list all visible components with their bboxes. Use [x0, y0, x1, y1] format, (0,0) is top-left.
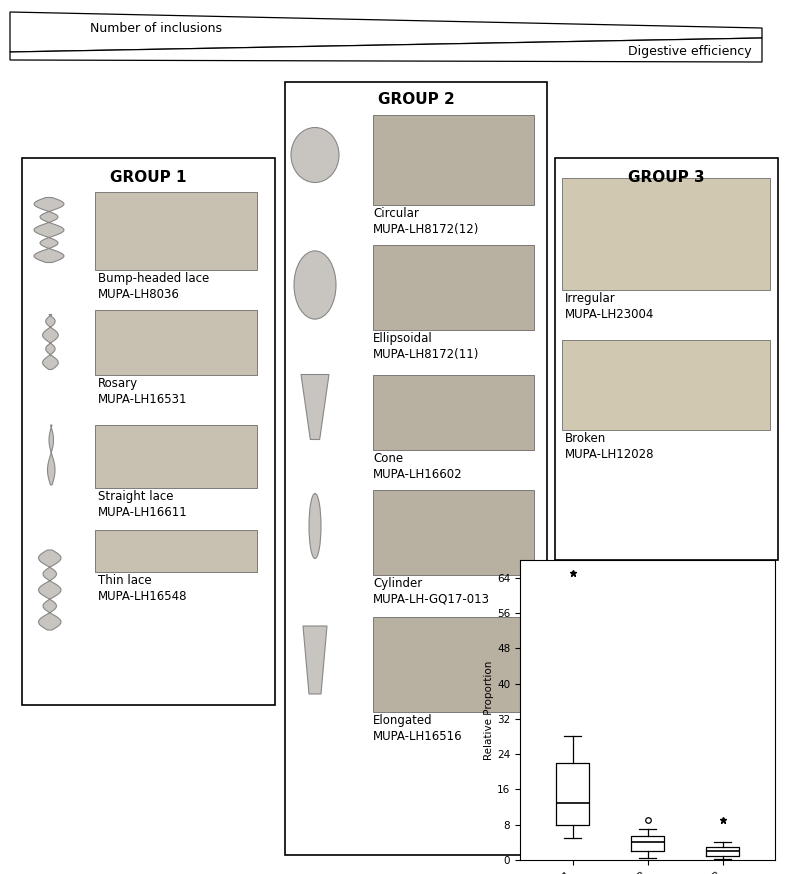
Text: Broken
MUPA-LH12028: Broken MUPA-LH12028	[565, 432, 655, 461]
Bar	[95, 192, 257, 270]
Text: Ellipsoidal
MUPA-LH8172(11): Ellipsoidal MUPA-LH8172(11)	[373, 332, 479, 361]
Text: Thin lace
MUPA-LH16548: Thin lace MUPA-LH16548	[98, 574, 188, 603]
Bar	[373, 375, 534, 450]
Polygon shape	[47, 425, 55, 485]
Text: Straight lace
MUPA-LH16611: Straight lace MUPA-LH16611	[98, 490, 188, 519]
Polygon shape	[10, 12, 762, 52]
Text: GROUP 1: GROUP 1	[110, 170, 187, 185]
Text: Number of inclusions: Number of inclusions	[90, 22, 222, 34]
Bar	[95, 530, 257, 572]
Bar	[373, 617, 534, 712]
Polygon shape	[303, 626, 327, 694]
Ellipse shape	[291, 128, 339, 183]
Text: Elongated
MUPA-LH16516: Elongated MUPA-LH16516	[373, 714, 463, 743]
Bar	[95, 310, 257, 375]
Bar	[22, 158, 275, 705]
Bar	[373, 115, 534, 205]
Text: Irregular
MUPA-LH23004: Irregular MUPA-LH23004	[565, 292, 654, 321]
Bar	[285, 82, 547, 855]
Polygon shape	[39, 550, 61, 630]
Bar	[562, 340, 770, 430]
Bar	[373, 490, 534, 575]
Y-axis label: Relative Proportion: Relative Proportion	[485, 661, 494, 760]
Polygon shape	[34, 198, 64, 262]
Ellipse shape	[309, 494, 321, 558]
Text: Cone
MUPA-LH16602: Cone MUPA-LH16602	[373, 452, 463, 481]
Bar	[373, 245, 534, 330]
Bar	[555, 158, 778, 560]
Text: Rosary
MUPA-LH16531: Rosary MUPA-LH16531	[98, 377, 188, 406]
Bar	[562, 178, 770, 290]
Polygon shape	[301, 374, 329, 440]
Text: GROUP 3: GROUP 3	[628, 170, 704, 185]
Text: Cylinder
MUPA-LH-GQ17-013: Cylinder MUPA-LH-GQ17-013	[373, 577, 490, 606]
Polygon shape	[43, 315, 58, 370]
Text: Bump-headed lace
MUPA-LH8036: Bump-headed lace MUPA-LH8036	[98, 272, 210, 301]
Text: Circular
MUPA-LH8172(12): Circular MUPA-LH8172(12)	[373, 207, 479, 236]
Text: GROUP 2: GROUP 2	[377, 93, 455, 108]
Polygon shape	[10, 38, 762, 62]
Ellipse shape	[294, 251, 336, 319]
Text: Digestive efficiency: Digestive efficiency	[628, 45, 752, 59]
Bar	[95, 425, 257, 488]
